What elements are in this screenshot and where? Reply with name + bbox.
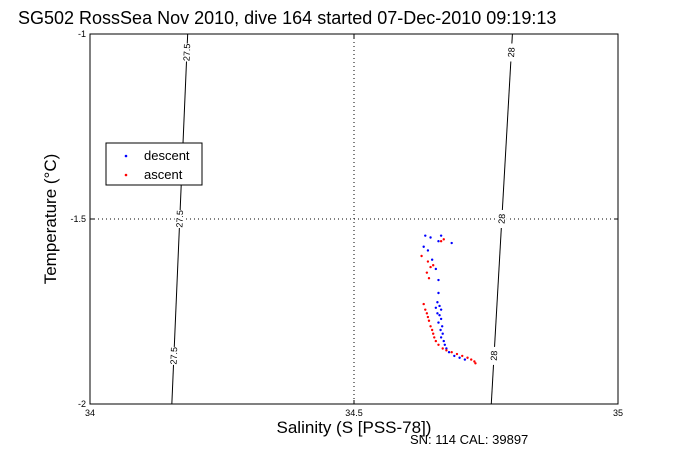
ascent-point bbox=[442, 238, 445, 241]
ascent-point bbox=[430, 328, 434, 332]
descent-point bbox=[434, 306, 438, 309]
legend-box bbox=[105, 142, 203, 186]
ascent-point bbox=[434, 339, 438, 343]
legend-marker-descent bbox=[124, 154, 128, 158]
ascent-point bbox=[426, 315, 430, 319]
descent-point bbox=[443, 343, 447, 346]
ascent-point bbox=[422, 302, 425, 306]
x-axis-label: Salinity (S [PSS-78]) bbox=[277, 418, 432, 437]
descent-point bbox=[426, 249, 430, 252]
contour-label-bg bbox=[168, 346, 179, 365]
ascent-point bbox=[473, 360, 476, 363]
ascent-point bbox=[466, 356, 469, 359]
contour-label: 27.5 bbox=[174, 210, 185, 228]
ascent-point bbox=[470, 358, 473, 361]
contour-label: 28 bbox=[489, 350, 500, 361]
descent-point bbox=[437, 291, 440, 295]
descent-point bbox=[436, 301, 439, 304]
ascent-point bbox=[450, 351, 453, 354]
descent-point bbox=[453, 354, 456, 358]
contour-label-bg bbox=[174, 210, 185, 228]
ascent-point bbox=[420, 254, 423, 258]
contour-label: 28 bbox=[506, 47, 517, 58]
chart-title: SG502 RossSea Nov 2010, dive 164 started… bbox=[18, 8, 556, 28]
contour-label-bg bbox=[489, 346, 500, 365]
contour-label-bg bbox=[181, 43, 192, 62]
ascent-point bbox=[427, 319, 431, 322]
descent-point bbox=[439, 317, 443, 321]
y-tick-label: -2 bbox=[78, 399, 86, 409]
ascent-point bbox=[437, 343, 440, 346]
descent-point bbox=[463, 358, 467, 361]
y-tick-label: -1 bbox=[78, 29, 86, 39]
descent-point bbox=[441, 332, 444, 335]
ascent-point bbox=[455, 352, 459, 356]
descent-point bbox=[437, 278, 440, 282]
x-tick-label: 35 bbox=[613, 408, 623, 418]
descent-point bbox=[438, 304, 441, 308]
legend-marker-ascent bbox=[124, 173, 128, 177]
ascent-point bbox=[426, 260, 430, 263]
ascent-point bbox=[441, 347, 444, 350]
ascent-point bbox=[432, 264, 435, 267]
ascent-point bbox=[429, 325, 432, 328]
descent-point bbox=[429, 236, 432, 239]
descent-point bbox=[430, 258, 434, 261]
descent-point bbox=[439, 234, 443, 237]
ascent-point bbox=[425, 312, 429, 315]
descent-point bbox=[445, 347, 448, 350]
legend-label-descent: descent bbox=[144, 148, 190, 163]
contour-label-bg bbox=[506, 43, 517, 62]
ascent-point bbox=[445, 349, 448, 352]
ascent-point bbox=[424, 308, 427, 311]
ascent-point bbox=[429, 265, 432, 269]
descent-point bbox=[424, 234, 427, 237]
descent-point bbox=[447, 351, 451, 354]
ascent-point bbox=[474, 362, 477, 365]
ascent-point bbox=[432, 332, 435, 335]
descent-point bbox=[437, 240, 440, 243]
descent-point bbox=[437, 321, 440, 324]
descent-point bbox=[436, 312, 439, 315]
legend: descent ascent bbox=[105, 142, 203, 186]
descent-point bbox=[442, 339, 445, 343]
contour-label-bg bbox=[496, 210, 507, 228]
descent-point bbox=[422, 245, 425, 248]
ascent-point bbox=[461, 354, 464, 358]
ascent-point bbox=[433, 336, 436, 339]
descent-point bbox=[450, 241, 453, 245]
y-axis-label: Temperature (°C) bbox=[41, 154, 60, 285]
ascent-point bbox=[427, 277, 431, 280]
y-tick-label: -1.5 bbox=[70, 214, 86, 224]
x-tick-label: 34.5 bbox=[345, 408, 363, 418]
contour-label: 28 bbox=[497, 214, 508, 225]
descent-point bbox=[439, 328, 442, 332]
descent-point bbox=[439, 336, 443, 339]
ascent-point bbox=[439, 240, 443, 243]
descent-point bbox=[438, 314, 441, 317]
descent-point bbox=[458, 356, 461, 359]
legend-label-ascent: ascent bbox=[144, 167, 183, 182]
ascent-point bbox=[425, 271, 429, 274]
descent-point bbox=[440, 325, 444, 328]
serial-cal-footer: SN: 114 CAL: 39897 bbox=[410, 432, 528, 447]
descent-point bbox=[439, 308, 443, 311]
contour-label: 27.5 bbox=[182, 43, 193, 61]
descent-point bbox=[434, 267, 438, 271]
x-tick-label: 34 bbox=[85, 408, 95, 418]
contour-label: 27.5 bbox=[169, 347, 180, 365]
